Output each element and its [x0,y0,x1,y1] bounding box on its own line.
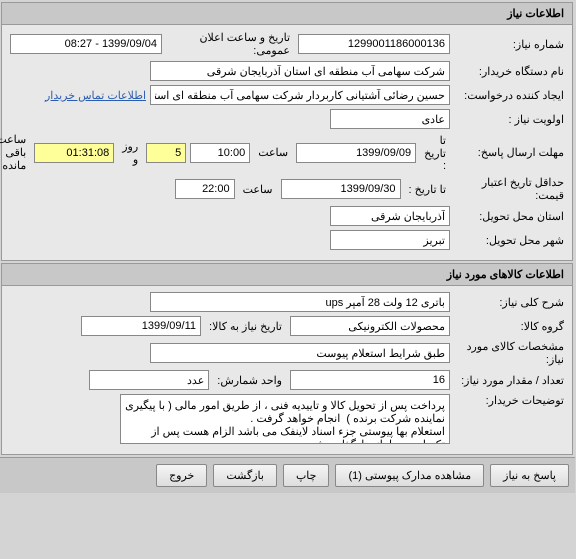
requester-input[interactable] [151,85,451,105]
priority-label: اولویت نیاز : [455,113,565,126]
qty-row: تعداد / مقدار مورد نیاز: واحد شمارش: [11,370,565,390]
delivery-province-input[interactable] [331,206,451,226]
until-label: تا تاریخ : [421,134,451,172]
spec-label: مشخصات کالای مورد نیاز: [455,340,565,366]
need-number-input[interactable] [299,34,451,54]
delivery-province-label: استان محل تحویل: [455,210,565,223]
view-attachments-button[interactable]: مشاهده مدارک پیوستی (1) [336,464,485,487]
buyer-org-label: نام دستگاه خریدار: [455,65,565,78]
buyer-notes-label: توضیحات خریدار: [455,394,565,407]
need-desc-row: شرح کلی نیاز: [11,292,565,312]
need-date-label: تاریخ نیاز به کالا: [206,320,287,333]
validity-hour-input[interactable] [176,179,236,199]
need-info-header: اطلاعات نیاز [3,3,573,25]
buyer-org-row: نام دستگاه خریدار: [11,61,565,81]
buyer-contact-link[interactable]: اطلاعات تماس خریدار [46,89,147,102]
buyer-notes-row: توضیحات خریدار: [11,394,565,444]
until-label-2: تا تاریخ : [406,183,451,196]
qty-label: تعداد / مقدار مورد نیاز: [455,374,565,387]
need-date-input[interactable] [82,316,202,336]
qty-input[interactable] [291,370,451,390]
hour-label-2: ساعت [240,183,278,196]
hour-label-1: ساعت [255,146,293,159]
buyer-org-input[interactable] [151,61,451,81]
unit-input[interactable] [90,370,210,390]
delivery-province-row: استان محل تحویل: [11,206,565,226]
deadline-hour-input[interactable] [191,143,251,163]
spec-input[interactable] [151,343,451,363]
back-button[interactable]: بازگشت [214,464,278,487]
product-group-row: گروه کالا: تاریخ نیاز به کالا: [11,316,565,336]
validity-date-input[interactable] [282,179,402,199]
day-label: روز و [119,140,143,166]
deadline-label: مهلت ارسال پاسخ: [455,146,565,159]
exit-button[interactable]: خروج [157,464,208,487]
time-remaining-input[interactable] [35,143,115,163]
product-group-label: گروه کالا: [455,320,565,333]
goods-info-body: شرح کلی نیاز: گروه کالا: تاریخ نیاز به ک… [3,286,573,454]
buyer-notes-textarea[interactable] [121,394,451,444]
goods-info-panel: اطلاعات کالاهای مورد نیاز شرح کلی نیاز: … [2,263,574,455]
requester-label: ایجاد کننده درخواست: [455,89,565,102]
product-group-input[interactable] [291,316,451,336]
validity-label: حداقل تاریخ اعتبار قیمت: [455,176,565,202]
delivery-city-row: شهر محل تحویل: [11,230,565,250]
need-info-panel: اطلاعات نیاز شماره نیاز: تاریخ و ساعت اع… [2,2,574,261]
priority-row: اولویت نیاز : [11,109,565,129]
unit-label: واحد شمارش: [214,374,287,387]
delivery-city-label: شهر محل تحویل: [455,234,565,247]
print-button[interactable]: چاپ [284,464,331,487]
need-desc-input[interactable] [151,292,451,312]
delivery-city-input[interactable] [331,230,451,250]
respond-button[interactable]: پاسخ به نیاز [491,464,570,487]
need-desc-label: شرح کلی نیاز: [455,296,565,309]
deadline-row: مهلت ارسال پاسخ: تا تاریخ : ساعت روز و س… [11,133,565,172]
requester-row: ایجاد کننده درخواست: اطلاعات تماس خریدار [11,85,565,105]
need-number-row: شماره نیاز: تاریخ و ساعت اعلان عمومی: [11,31,565,57]
deadline-date-input[interactable] [297,143,417,163]
time-remaining-label: ساعت باقی مانده [0,133,31,172]
priority-input[interactable] [331,109,451,129]
need-number-label: شماره نیاز: [455,38,565,51]
announce-date-label: تاریخ و ساعت اعلان عمومی: [167,31,295,57]
button-bar: پاسخ به نیاز مشاهده مدارک پیوستی (1) چاپ… [0,457,576,493]
days-remaining-input[interactable] [147,143,187,163]
goods-info-header: اطلاعات کالاهای مورد نیاز [3,264,573,286]
announce-date-input[interactable] [11,34,163,54]
validity-row: حداقل تاریخ اعتبار قیمت: تا تاریخ : ساعت [11,176,565,202]
need-info-body: شماره نیاز: تاریخ و ساعت اعلان عمومی: نا… [3,25,573,260]
spec-row: مشخصات کالای مورد نیاز: [11,340,565,366]
